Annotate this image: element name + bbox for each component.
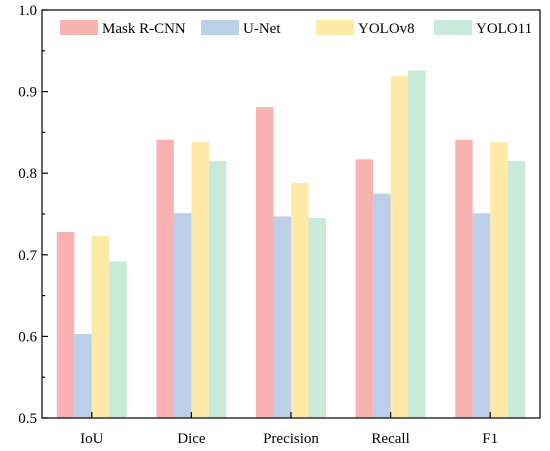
- legend: Mask R-CNN U-Net YOLOv8 YOLO11: [60, 20, 532, 37]
- x-axis: IoU Dice Precision Recall F1: [80, 412, 498, 447]
- bars-group: [56, 70, 526, 418]
- y-tick-label: 0.9: [18, 85, 37, 101]
- bar-recall-yolo11: [408, 70, 426, 418]
- y-axis: 0.5 0.6 0.7 0.8 0.9 1.0: [18, 3, 48, 427]
- x-tick-label-dice: Dice: [177, 431, 206, 447]
- legend-swatch-yolo11: [434, 20, 472, 35]
- legend-label-yolov8: YOLOv8: [358, 21, 415, 37]
- bar-precision-yolov8: [291, 182, 309, 418]
- y-tick-label: 0.5: [18, 411, 37, 427]
- bar-iou-u-net: [74, 333, 92, 418]
- bar-dice-yolo11: [208, 160, 227, 418]
- legend-label-yolo11: YOLO11: [476, 21, 532, 37]
- bar-f1-yolov8: [490, 142, 508, 418]
- x-tick-label-f1: F1: [482, 431, 498, 447]
- y-tick-label: 0.6: [18, 329, 37, 345]
- legend-swatch-u-net: [201, 20, 239, 35]
- x-tick-label-iou: IoU: [80, 431, 103, 447]
- bar-dice-u-net: [173, 213, 192, 418]
- bar-iou-yolov8: [91, 236, 110, 418]
- bar-dice-yolov8: [191, 142, 209, 418]
- bar-f1-u-net: [472, 213, 491, 418]
- y-tick-label: 0.7: [18, 248, 37, 264]
- x-tick-label-recall: Recall: [371, 431, 409, 447]
- bar-recall-yolov8: [390, 76, 409, 418]
- bar-f1-yolo11: [507, 160, 526, 418]
- bar-dice-mask-r-cnn: [156, 139, 174, 418]
- legend-label-mask-r-cnn: Mask R-CNN: [102, 21, 186, 37]
- bar-precision-yolo11: [308, 218, 326, 418]
- y-tick-label: 1.0: [18, 3, 37, 19]
- y-tick-label: 0.8: [18, 166, 37, 182]
- bar-iou-mask-r-cnn: [56, 231, 75, 418]
- bar-precision-u-net: [273, 216, 291, 418]
- bar-precision-mask-r-cnn: [256, 107, 274, 418]
- bar-recall-mask-r-cnn: [355, 159, 374, 418]
- x-tick-label-precision: Precision: [263, 431, 319, 447]
- bar-recall-u-net: [373, 193, 391, 418]
- legend-swatch-yolov8: [316, 20, 354, 35]
- bar-iou-yolo11: [109, 261, 127, 418]
- legend-swatch-mask-r-cnn: [60, 20, 98, 35]
- legend-label-u-net: U-Net: [243, 21, 281, 37]
- bar-f1-mask-r-cnn: [455, 139, 473, 418]
